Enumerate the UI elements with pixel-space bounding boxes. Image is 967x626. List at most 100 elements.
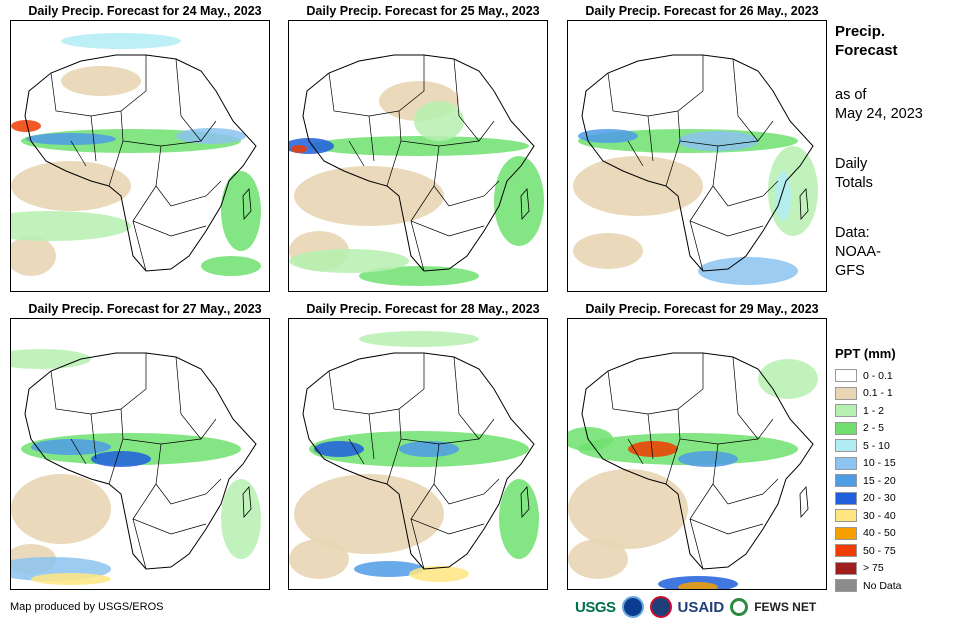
legend-title: PPT (mm) xyxy=(835,346,896,361)
madagascar-outline xyxy=(242,188,252,221)
continent-outline xyxy=(302,54,535,272)
country-border xyxy=(90,413,97,460)
map-frame xyxy=(567,20,827,292)
legend-item: 0.1 - 1 xyxy=(835,385,960,403)
precip-map xyxy=(11,33,261,276)
dry-zone xyxy=(568,539,628,579)
dry-zone xyxy=(11,474,111,544)
legend-swatch xyxy=(835,491,857,505)
rain-area xyxy=(314,441,364,457)
legend-label: 30 - 40 xyxy=(863,509,896,522)
legend-rows: 0 - 0.1 0.1 - 1 1 - 2 2 - 5 5 - 10 10 - 15 15 … xyxy=(835,367,960,595)
daily-label: Daily xyxy=(835,156,868,172)
legend-item: 30 - 40 xyxy=(835,507,960,525)
country-border xyxy=(647,413,654,460)
legend-label: 2 - 5 xyxy=(863,422,885,435)
madagascar-outline xyxy=(799,188,809,221)
country-border xyxy=(732,58,759,142)
legend-label: 15 - 20 xyxy=(863,474,896,487)
rain-area xyxy=(775,171,791,221)
rain-area xyxy=(176,128,246,144)
rain-area xyxy=(91,451,151,467)
rain-area xyxy=(578,129,638,143)
forecast-panel-26: Daily Precip. Forecast for 26 May., 2023 xyxy=(567,2,837,292)
country-border xyxy=(627,140,644,167)
country-border xyxy=(348,140,365,167)
map-frame xyxy=(288,20,548,292)
rain-area xyxy=(359,331,479,347)
dry-zone xyxy=(11,236,56,276)
country-border xyxy=(410,518,425,570)
asof-label: as of xyxy=(835,87,867,103)
rain-area xyxy=(11,349,91,369)
map-frame xyxy=(567,318,827,590)
panel-title: Daily Precip. Forecast for 28 May., 2023 xyxy=(306,302,540,316)
country-border xyxy=(689,185,764,237)
rain-area xyxy=(568,427,613,451)
info-sidebar: Precip. Forecast as of May 24, 2023 Dail… xyxy=(835,22,960,281)
precip-map xyxy=(573,54,818,285)
legend-swatch xyxy=(835,474,857,488)
legend-label: No Data xyxy=(863,579,902,592)
rain-area xyxy=(221,479,261,559)
data-source-line1: NOAA- xyxy=(835,244,881,260)
rain-area xyxy=(291,145,307,153)
rain-area xyxy=(494,156,544,246)
country-border xyxy=(132,185,207,237)
country-border xyxy=(328,353,425,415)
usaid-seal-icon xyxy=(649,596,672,618)
legend-swatch xyxy=(835,386,857,400)
rain-area xyxy=(409,566,469,582)
legend-item: No Data xyxy=(835,577,960,595)
legend-item: 15 - 20 xyxy=(835,472,960,490)
country-border xyxy=(348,438,365,465)
country-border xyxy=(607,353,704,415)
country-border xyxy=(175,356,202,440)
usgs-logo: USGS xyxy=(575,598,616,616)
legend-swatch xyxy=(835,421,857,435)
country-border xyxy=(453,58,480,142)
rain-area xyxy=(221,171,261,251)
rain-area xyxy=(678,131,758,151)
legend-swatch xyxy=(835,369,857,383)
legend-swatch xyxy=(835,404,857,418)
rain-area xyxy=(758,359,818,399)
rain-area xyxy=(354,561,424,577)
country-border xyxy=(689,220,704,272)
legend-item: 1 - 2 xyxy=(835,402,960,420)
legend-label: 0 - 0.1 xyxy=(863,369,893,382)
rain-area xyxy=(359,266,479,286)
data-label: Data: xyxy=(835,225,870,241)
forecast-panel-29: Daily Precip. Forecast for 29 May., 2023 xyxy=(567,300,837,590)
panel-title: Daily Precip. Forecast for 27 May., 2023 xyxy=(28,302,262,316)
country-border xyxy=(108,140,124,187)
legend-label: 1 - 2 xyxy=(863,404,885,417)
madagascar-outline xyxy=(520,188,530,221)
country-border xyxy=(453,356,480,440)
precip-map xyxy=(11,349,261,585)
continent-outline xyxy=(24,54,257,272)
rain-area xyxy=(201,256,261,276)
country-border xyxy=(712,145,779,207)
country-border xyxy=(50,353,147,415)
dry-zone xyxy=(573,156,703,216)
rain-area xyxy=(414,101,464,141)
forecast-panel-28: Daily Precip. Forecast for 28 May., 2023 xyxy=(288,300,558,590)
usaid-logo: USAID xyxy=(677,598,725,616)
country-border xyxy=(712,443,779,505)
legend-swatch xyxy=(835,509,857,523)
madagascar-outline xyxy=(799,486,809,519)
madagascar-outline xyxy=(520,486,530,519)
country-border xyxy=(155,443,222,505)
forecast-panel-25: Daily Precip. Forecast for 25 May., 2023 xyxy=(288,2,558,292)
precip-map xyxy=(289,54,544,286)
panel-title: Daily Precip. Forecast for 26 May., 2023 xyxy=(585,4,819,18)
rain-area xyxy=(628,441,678,457)
legend-label: > 75 xyxy=(863,562,884,575)
country-border xyxy=(328,55,425,117)
country-border xyxy=(155,145,222,207)
asof-date: May 24, 2023 xyxy=(835,106,923,122)
dry-zone xyxy=(289,539,349,579)
country-border xyxy=(90,115,97,162)
totals-label: Totals xyxy=(835,175,873,191)
